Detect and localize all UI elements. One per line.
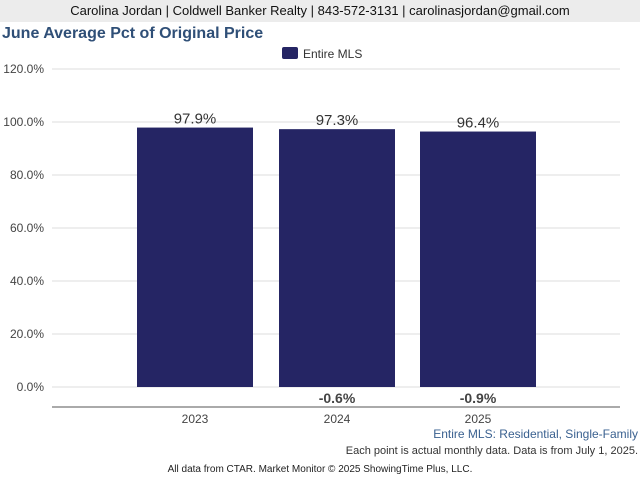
legend-label-entire-mls: Entire MLS xyxy=(303,47,362,61)
y-tick-label: 100.0% xyxy=(3,115,44,129)
y-tick-label: 40.0% xyxy=(10,274,44,288)
contact-header: Carolina Jordan | Coldwell Banker Realty… xyxy=(0,0,640,22)
change-labels: -0.6% -0.9% xyxy=(319,390,497,406)
y-tick-label: 80.0% xyxy=(10,168,44,182)
y-tick-label: 60.0% xyxy=(10,221,44,235)
x-tick-label-2024: 2024 xyxy=(324,412,351,425)
y-tick-label: 120.0% xyxy=(3,62,44,76)
value-labels: 97.9% 97.3% 96.4% xyxy=(174,111,500,132)
value-label-2023: 97.9% xyxy=(174,111,217,128)
change-label-2024: -0.6% xyxy=(319,390,356,406)
bar-2023 xyxy=(137,127,253,387)
bars xyxy=(137,127,536,387)
y-tick-label: 20.0% xyxy=(10,327,44,341)
bar-2025 xyxy=(420,131,536,387)
series-footnote: Entire MLS: Residential, Single-Family xyxy=(433,427,638,441)
data-footnote: Each point is actual monthly data. Data … xyxy=(345,445,638,457)
x-tick-label-2023: 2023 xyxy=(182,412,209,425)
legend-swatch xyxy=(282,47,298,59)
legend: Entire MLS xyxy=(282,47,362,61)
value-label-2025: 96.4% xyxy=(457,115,500,132)
y-axis-ticks: 0.0% 20.0% 40.0% 60.0% 80.0% 100.0% 120.0% xyxy=(3,62,44,394)
y-tick-label: 0.0% xyxy=(17,380,45,394)
value-label-2024: 97.3% xyxy=(316,112,359,129)
chart-title: June Average Pct of Original Price xyxy=(2,25,264,42)
bar-chart: 0.0% 20.0% 40.0% 60.0% 80.0% 100.0% 120.0% 97.… xyxy=(3,47,620,425)
source-footer: All data from CTAR. Market Monitor © 202… xyxy=(167,464,473,475)
x-tick-label-2025: 2025 xyxy=(465,412,492,425)
change-label-2025: -0.9% xyxy=(460,390,497,406)
bar-2024 xyxy=(279,129,395,387)
x-axis-ticks: 2023 2024 2025 xyxy=(182,412,492,425)
